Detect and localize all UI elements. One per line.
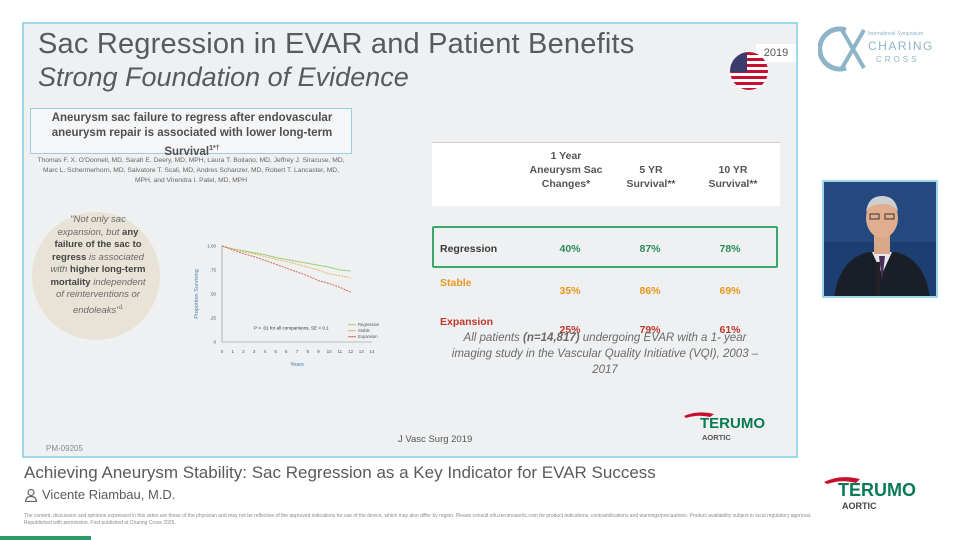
survival-table: 1 Year Aneurysm Sac Changes* 5 YR Surviv… — [432, 142, 780, 336]
chart-x-tick: 7 — [296, 349, 299, 354]
chart-legend-label: Stable — [358, 328, 371, 333]
paper-title: Aneurysm sac failure to regress after en… — [51, 112, 333, 158]
presentation-slide: Sac Regression in EVAR and Patient Benef… — [22, 22, 798, 458]
chart-series-expansion — [221, 245, 351, 293]
regression-highlight — [432, 226, 778, 268]
charing-cross-logo: International Symposium CHARING CROSS — [818, 26, 934, 72]
video-progress-fill — [0, 536, 92, 540]
cell-regression-sac: 40% — [559, 243, 581, 255]
cell-regression-10yr: 78% — [719, 243, 741, 255]
chart-x-tick: 10 — [327, 349, 333, 354]
chart-x-tick: 3 — [253, 349, 256, 354]
cell-stable-5yr: 86% — [639, 285, 661, 297]
row-label-expansion: Expansion — [440, 316, 494, 328]
cell-stable-sac: 35% — [559, 285, 581, 297]
chart-y-tick: .75 — [210, 268, 217, 273]
pm-code: PM-09205 — [46, 444, 83, 453]
speaker-video — [822, 180, 938, 298]
chart-x-tick: 12 — [348, 349, 354, 354]
terumo-aortic-logo: TERUMO AORTIC — [684, 412, 765, 442]
chart-x-tick: 8 — [306, 349, 309, 354]
footer-logo-sub: AORTIC — [842, 501, 877, 511]
chart-legend-label: Regression — [358, 322, 380, 327]
chart-x-tick: 9 — [317, 349, 320, 354]
chart-x-label: Years — [290, 362, 304, 368]
chart-series-regression — [221, 245, 351, 272]
row-label-stable: Stable — [440, 277, 472, 289]
header-5yr: 5 YR Survival** — [626, 164, 676, 190]
cell-expansion-5yr: 79% — [639, 324, 661, 336]
chart-x-tick: 13 — [359, 349, 365, 354]
cell-regression-5yr: 87% — [639, 243, 661, 255]
cell-stable-10yr: 69% — [719, 285, 741, 297]
chart-y-tick: .50 — [210, 292, 217, 297]
chart-x-tick: 5 — [274, 349, 277, 354]
slide-logo-text: TERUMO — [700, 415, 765, 432]
slide-title: Sac Regression in EVAR and Patient Benef… — [38, 28, 635, 60]
footer-logo-text: TERUMO — [838, 480, 916, 500]
slide-logo-sub: AORTIC — [702, 433, 731, 442]
paper-authors: Thomas F. X. O'Donnell, MD, Sarah E. Dee… — [37, 157, 345, 184]
cell-expansion-sac: 25% — [559, 324, 581, 336]
quote-bubble — [32, 212, 160, 340]
cx-line1: CHARING — [868, 39, 934, 53]
chart-y-tick: .25 — [210, 316, 217, 321]
chart-y-tick: 0 — [213, 340, 216, 345]
cx-line2: CROSS — [876, 55, 919, 64]
chart-series-stable — [221, 245, 351, 279]
speaker-portrait — [824, 182, 936, 296]
cx-small-text: International Symposium — [868, 31, 923, 37]
chart-y-label: Proportion Surviving — [194, 269, 200, 319]
paper-title-box: Aneurysm sac failure to regress after en… — [30, 108, 352, 158]
header-sac-changes: 1 Year Aneurysm Sac Changes* — [529, 150, 603, 190]
chart-x-tick: 0 — [221, 349, 224, 354]
chart-legend-label: Expansion — [358, 334, 378, 339]
speaker-name: Vicente Riambau, M.D. — [42, 487, 176, 502]
year-badge: 2019 — [756, 44, 796, 62]
header-10yr: 10 YR Survival** — [708, 164, 758, 190]
table-caption: All patients (n=14,817) undergoing EVAR … — [451, 332, 759, 376]
us-flag-icon — [730, 52, 768, 90]
table-header: 1 Year Aneurysm Sac Changes* 5 YR Surviv… — [432, 142, 780, 206]
chart-x-tick: 1 — [231, 349, 234, 354]
quote-text: "Not only sac expansion, but any failure… — [50, 214, 146, 316]
chart-x-tick: 14 — [369, 349, 375, 354]
disclaimer-text: The content, discussion and opinions exp… — [24, 513, 812, 526]
chart-x-tick: 6 — [285, 349, 288, 354]
survival-chart: 0 1 2 3 4 5 6 7 8 9 10 11 12 13 140.25.50.751.00YearsP… — [194, 244, 380, 369]
chart-x-tick: 2 — [242, 349, 245, 354]
slide-subtitle: Strong Foundation of Evidence — [38, 62, 409, 92]
cell-expansion-10yr: 61% — [719, 324, 741, 336]
talk-title: Achieving Aneurysm Stability: Sac Regres… — [24, 463, 656, 482]
chart-annotation: P < .01 for all comparisons, SE < 0.1 — [254, 326, 329, 331]
row-label-regression: Regression — [440, 243, 498, 255]
terumo-aortic-footer-logo: TERUMO AORTIC — [824, 477, 916, 511]
chart-x-tick: 4 — [264, 349, 267, 354]
chart-y-tick: 1.00 — [207, 244, 216, 249]
user-icon — [24, 488, 38, 502]
citation: J Vasc Surg 2019 — [398, 434, 473, 445]
chart-x-tick: 11 — [338, 349, 343, 354]
video-progress-bar[interactable] — [0, 536, 960, 540]
